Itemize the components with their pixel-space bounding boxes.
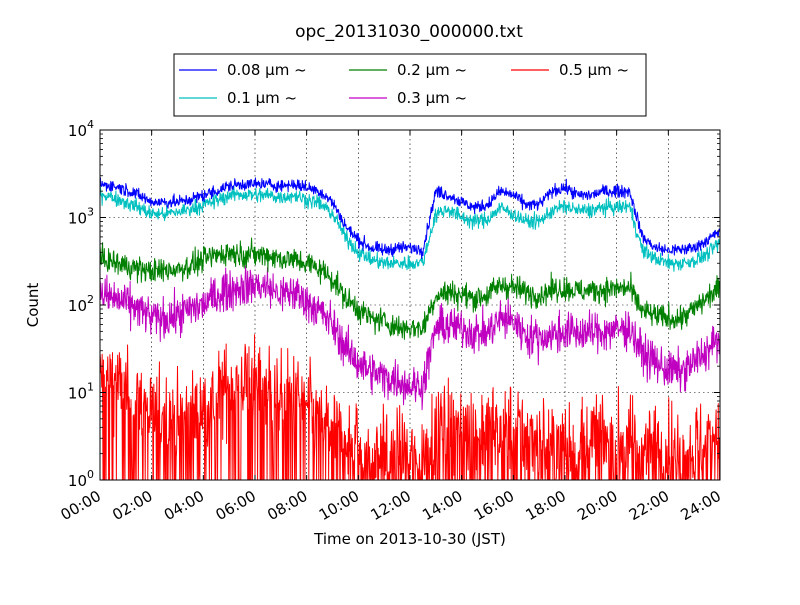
x-axis-label: Time on 2013-10-30 (JST) [313, 530, 506, 548]
y-tick-label: 104 [68, 118, 94, 140]
legend-label-1: 0.1 μm ~ [227, 89, 297, 107]
legend: 0.08 μm ~ 0.1 μm ~ 0.2 μm ~ 0.3 μm ~ 0.5 μm … [173, 53, 647, 117]
series-line-0 [99, 177, 721, 260]
legend-label-3: 0.3 μm ~ [397, 89, 467, 107]
y-tick-label: 101 [68, 381, 94, 403]
legend-label-0: 0.08 μm ~ [227, 61, 307, 79]
y-tick-label: 100 [68, 468, 94, 490]
y-axis-label: Count [24, 283, 42, 328]
legend-label-4: 0.5 μm ~ [559, 61, 629, 79]
series-line-2 [99, 237, 721, 340]
series-line-1 [99, 185, 721, 272]
legend-label-2: 0.2 μm ~ [397, 61, 467, 79]
series-layer [99, 177, 721, 481]
chart-title: opc_20131030_000000.txt [295, 22, 523, 42]
y-tick-label: 103 [68, 206, 94, 228]
y-tick-label: 102 [68, 293, 94, 315]
series-line-3 [99, 265, 721, 411]
legend-box [173, 53, 647, 117]
